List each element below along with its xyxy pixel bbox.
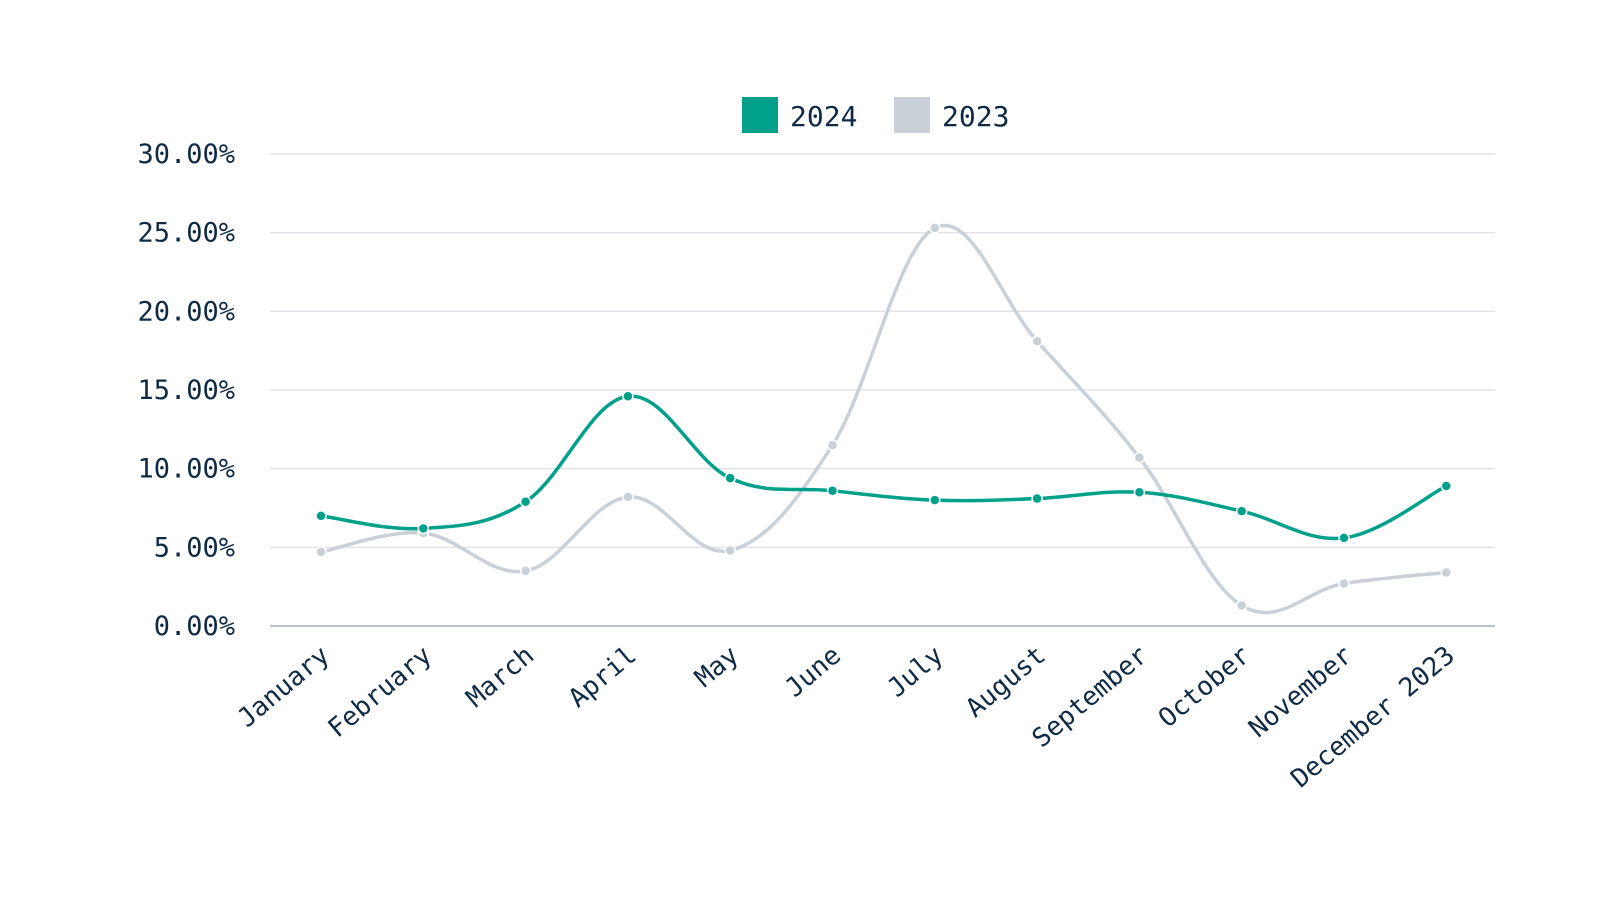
x-category-label: February xyxy=(323,640,438,743)
data-point xyxy=(1235,505,1248,517)
data-point xyxy=(519,565,532,577)
x-category-label: October xyxy=(1153,640,1256,733)
data-point xyxy=(417,522,430,535)
data-point xyxy=(622,390,634,403)
data-point xyxy=(929,222,941,234)
y-axis-tick-labels: 0.00% 5.00% 10.00% 15.00% 20.00% 25.00% 30.00% xyxy=(137,139,235,642)
data-point xyxy=(929,494,941,506)
data-point xyxy=(315,510,327,522)
series-2023 xyxy=(315,222,1453,615)
data-point xyxy=(1440,480,1453,492)
data-point xyxy=(826,439,839,451)
x-category-label: August xyxy=(960,640,1051,723)
data-point xyxy=(519,495,532,508)
y-tick-label: 5.00% xyxy=(154,532,235,563)
x-category-label: July xyxy=(882,640,949,703)
y-tick-label: 15.00% xyxy=(137,375,235,406)
data-point xyxy=(1235,599,1248,612)
x-category-label: March xyxy=(461,640,540,713)
data-point xyxy=(1338,532,1350,544)
data-point xyxy=(622,491,634,503)
data-point xyxy=(1338,577,1350,590)
x-category-label: June xyxy=(780,640,847,703)
data-point xyxy=(724,544,736,557)
data-point xyxy=(1133,451,1146,464)
legend-label: 2023 xyxy=(942,100,1009,133)
y-tick-label: 30.00% xyxy=(137,139,235,170)
data-point xyxy=(826,484,839,497)
y-tick-label: 25.00% xyxy=(137,218,235,249)
data-point xyxy=(1440,566,1453,579)
data-point xyxy=(1133,486,1146,499)
series-2024 xyxy=(315,390,1453,544)
series-lines xyxy=(315,222,1453,615)
x-category-label: January xyxy=(232,640,335,733)
data-point xyxy=(1031,492,1043,505)
y-tick-label: 10.00% xyxy=(137,454,235,485)
x-category-label: April xyxy=(563,640,642,713)
y-tick-label: 20.00% xyxy=(137,296,235,327)
gridlines xyxy=(270,153,1495,627)
y-tick-label: 0.00% xyxy=(154,611,235,642)
legend: 2024 2023 xyxy=(742,97,1009,133)
series-line xyxy=(319,223,1449,615)
legend-label: 2024 xyxy=(790,100,857,133)
data-point xyxy=(315,546,327,558)
data-point xyxy=(1031,335,1043,347)
legend-swatch xyxy=(742,97,778,133)
legend-swatch xyxy=(894,97,930,133)
series-line xyxy=(319,394,1449,541)
data-point xyxy=(724,472,736,484)
x-category-label: May xyxy=(689,640,744,693)
